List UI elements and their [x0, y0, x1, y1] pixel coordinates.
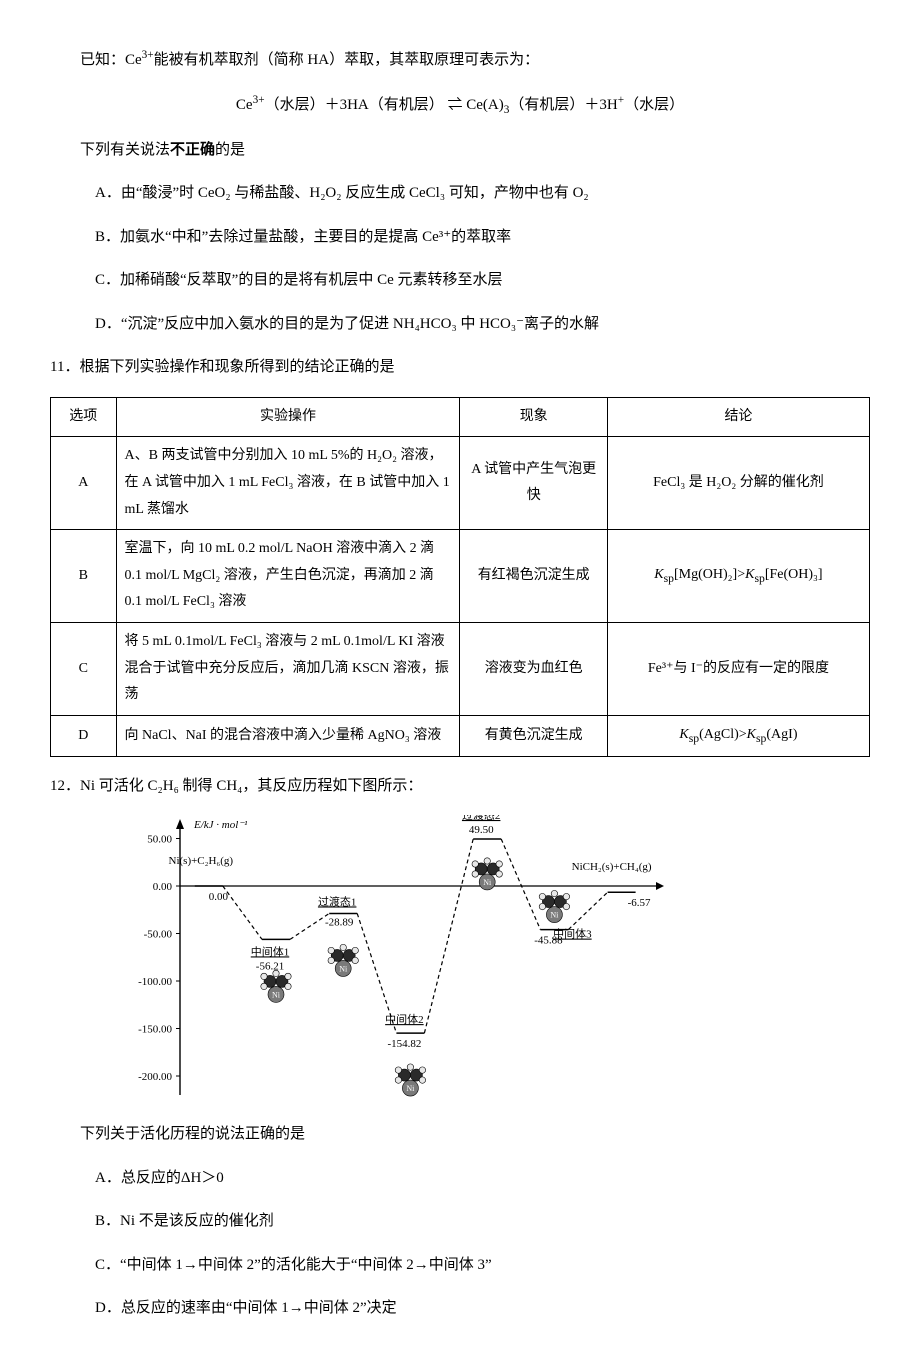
- q11-stem: 根据下列实验操作和现象所得到的结论正确的是: [79, 359, 394, 375]
- q11-opt-cell: B: [51, 530, 117, 623]
- svg-text:-200.00: -200.00: [138, 1071, 172, 1083]
- q12-opt-d: D．总反应的速率由“中间体 1→中间体 2”决定: [95, 1294, 870, 1323]
- svg-text:Ni: Ni: [483, 878, 492, 887]
- q11-phenomenon-cell: 溶液变为血红色: [460, 623, 607, 716]
- svg-text:Ni: Ni: [272, 991, 281, 1000]
- eq-r-a: Ce(A): [466, 97, 504, 113]
- q11-opt-cell: C: [51, 623, 117, 716]
- q11-opt-cell: D: [51, 715, 117, 756]
- intro-opt-d: D．“沉淀”反应中加入氨水的目的是为了促进 NH₄HCO₃ 中 HCO₃⁻离子的…: [95, 310, 870, 339]
- q11-h-1: 实验操作: [116, 397, 460, 437]
- q11-operation-cell: 将 5 mL 0.1mol/L FeCl₃ 溶液与 2 mL 0.1mol/L …: [116, 623, 460, 716]
- svg-text:0.00: 0.00: [153, 881, 173, 893]
- q11-conclusion-cell: FeCl₃ 是 H₂O₂ 分解的催化剂: [607, 437, 869, 530]
- intro-q-post: 的是: [215, 142, 245, 158]
- intro-sup-1: 3+: [142, 49, 154, 61]
- energy-profile-svg: 50.00 0.00 -50.00 -100.00 -150.00 -200.00 E/kJ…: [110, 815, 670, 1105]
- svg-text:-45.88: -45.88: [534, 935, 563, 947]
- svg-text:过渡态1: 过渡态1: [318, 895, 357, 909]
- intro-text-1: 已知：Ce: [80, 52, 142, 68]
- q11-conclusion-cell: Ksp[Mg(OH)₂]>Ksp[Fe(OH)₃]: [607, 530, 869, 623]
- svg-text:-56.21: -56.21: [256, 961, 284, 973]
- q11-conclusion-cell: Ksp(AgCl)>Ksp(AgI): [607, 715, 869, 756]
- q12-opt-b: B．Ni 不是该反应的催化剂: [95, 1207, 870, 1236]
- svg-text:Ni: Ni: [406, 1084, 415, 1093]
- q11-h-0: 选项: [51, 397, 117, 437]
- q11-operation-cell: 向 NaCl、NaI 的混合溶液中滴入少量稀 AgNO₃ 溶液: [116, 715, 460, 756]
- eq-r-c: （水层）: [624, 97, 684, 113]
- q11-table: 选项 实验操作 现象 结论 AA、B 两支试管中分别加入 10 mL 5%的 H…: [50, 397, 870, 757]
- q11-number: 11．: [50, 359, 79, 375]
- q11-h-3: 结论: [607, 397, 869, 437]
- intro-q-bold: 不正确: [170, 142, 215, 158]
- table-row: AA、B 两支试管中分别加入 10 mL 5%的 H₂O₂ 溶液，在 A 试管中…: [51, 437, 870, 530]
- q12-opt-c: C．“中间体 1→中间体 2”的活化能大于“中间体 2→中间体 3”: [95, 1251, 870, 1280]
- q12-energy-chart: 50.00 0.00 -50.00 -100.00 -150.00 -200.00 E/kJ…: [110, 815, 670, 1105]
- svg-text:E/kJ · mol⁻¹: E/kJ · mol⁻¹: [193, 819, 247, 831]
- q12-question: 下列关于活化历程的说法正确的是: [50, 1120, 870, 1149]
- intro-opt-b: B．加氨水“中和”去除过量盐酸，主要目的是提高 Ce³⁺的萃取率: [95, 223, 870, 252]
- q11-stem-line: 11．根据下列实验操作和现象所得到的结论正确的是: [50, 353, 870, 382]
- intro-opt-c: C．加稀硝酸“反萃取”的目的是将有机层中 Ce 元素转移至水层: [95, 266, 870, 295]
- eq-l-b: （水层）＋3HA（有机层）: [265, 97, 444, 113]
- svg-text:0.00: 0.00: [209, 891, 229, 903]
- q12-number: 12．: [50, 778, 80, 794]
- q12-stem-line: 12．Ni 可活化 C₂H₆ 制得 CH₄，其反应历程如下图所示：: [50, 772, 870, 801]
- q11-h-2: 现象: [460, 397, 607, 437]
- svg-text:49.50: 49.50: [469, 824, 494, 836]
- svg-text:-150.00: -150.00: [138, 1024, 172, 1036]
- q11-header-row: 选项 实验操作 现象 结论: [51, 397, 870, 437]
- table-row: D向 NaCl、NaI 的混合溶液中滴入少量稀 AgNO₃ 溶液有黄色沉淀生成K…: [51, 715, 870, 756]
- q12-opt-a: A．总反应的ΔH＞0: [95, 1164, 870, 1193]
- svg-text:-28.89: -28.89: [325, 917, 354, 929]
- svg-text:-154.82: -154.82: [387, 1038, 421, 1050]
- eq-arrow: ⇌: [447, 97, 462, 113]
- intro-question: 下列有关说法不正确的是: [50, 136, 870, 165]
- eq-l-sup: 3+: [253, 94, 265, 106]
- svg-text:Ni(s)+C₂H₆(g): Ni(s)+C₂H₆(g): [169, 855, 234, 867]
- table-row: B室温下，向 10 mL 0.2 mol/L NaOH 溶液中滴入 2 滴 0.…: [51, 530, 870, 623]
- svg-text:中间体1: 中间体1: [251, 945, 290, 959]
- svg-text:Ni: Ni: [339, 965, 348, 974]
- intro-text-2: 能被有机萃取剂（简称 HA）萃取，其萃取原理可表示为：: [154, 52, 539, 68]
- svg-text:-100.00: -100.00: [138, 976, 172, 988]
- q11-opt-cell: A: [51, 437, 117, 530]
- svg-text:过渡态2: 过渡态2: [462, 815, 501, 822]
- q11-conclusion-cell: Fe³⁺与 I⁻的反应有一定的限度: [607, 623, 869, 716]
- svg-text:-50.00: -50.00: [144, 929, 173, 941]
- table-row: C将 5 mL 0.1mol/L FeCl₃ 溶液与 2 mL 0.1mol/L…: [51, 623, 870, 716]
- intro-equation: Ce3+（水层）＋3HA（有机层） ⇌ Ce(A)3（有机层）＋3H+（水层）: [50, 90, 870, 121]
- svg-text:Ni: Ni: [550, 911, 559, 920]
- svg-text:-6.57: -6.57: [628, 898, 651, 910]
- eq-l-a: Ce: [236, 97, 253, 113]
- intro-opt-a: A．由“酸浸”时 CeO₂ 与稀盐酸、H₂O₂ 反应生成 CeCl₃ 可知，产物…: [95, 179, 870, 208]
- intro-known: 已知：Ce3+能被有机萃取剂（简称 HA）萃取，其萃取原理可表示为：: [50, 45, 870, 75]
- intro-q-pre: 下列有关说法: [80, 142, 170, 158]
- svg-text:中间体2: 中间体2: [385, 1012, 424, 1026]
- q11-operation-cell: A、B 两支试管中分别加入 10 mL 5%的 H₂O₂ 溶液，在 A 试管中加…: [116, 437, 460, 530]
- q11-phenomenon-cell: 有黄色沉淀生成: [460, 715, 607, 756]
- q12-stem: Ni 可活化 C₂H₆ 制得 CH₄，其反应历程如下图所示：: [80, 778, 422, 794]
- q11-phenomenon-cell: 有红褐色沉淀生成: [460, 530, 607, 623]
- svg-text:NiCH₂(s)+CH₄(g): NiCH₂(s)+CH₄(g): [572, 862, 652, 874]
- q11-operation-cell: 室温下，向 10 mL 0.2 mol/L NaOH 溶液中滴入 2 滴 0.1…: [116, 530, 460, 623]
- eq-r-b: （有机层）＋3H: [509, 97, 617, 113]
- svg-text:50.00: 50.00: [147, 834, 172, 846]
- q11-phenomenon-cell: A 试管中产生气泡更快: [460, 437, 607, 530]
